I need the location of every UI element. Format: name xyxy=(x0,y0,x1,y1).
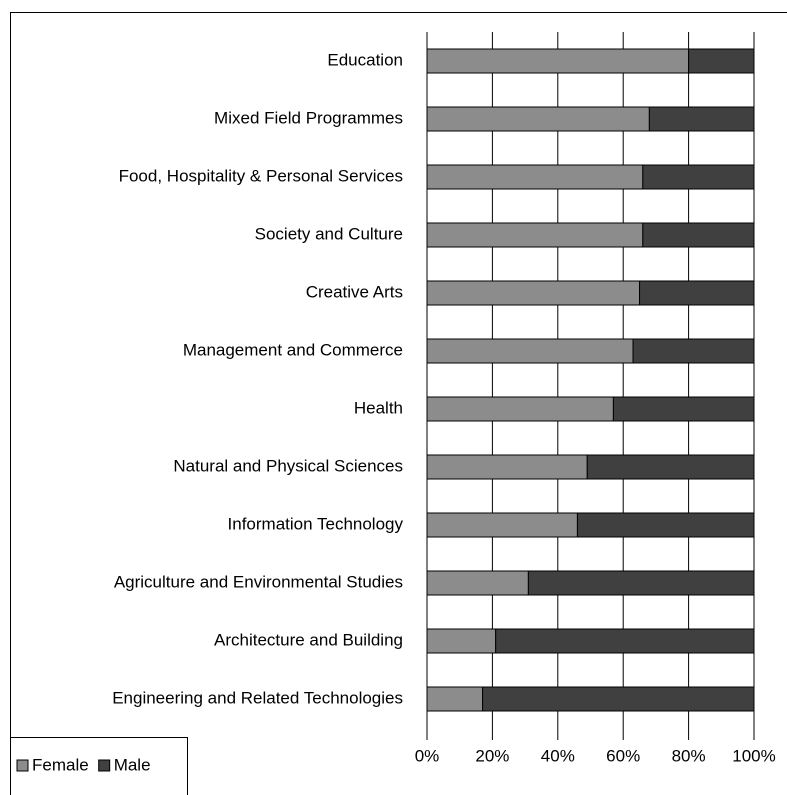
x-tick-label: 60% xyxy=(606,746,640,765)
bar-segment xyxy=(426,628,497,654)
bar-segment xyxy=(426,686,484,712)
legend-swatch xyxy=(16,759,29,772)
legend-label: Female xyxy=(32,755,89,774)
bar-segment xyxy=(426,280,641,306)
bar-segment xyxy=(426,48,690,74)
bar-segment xyxy=(642,164,755,190)
x-tick-label: 20% xyxy=(475,746,509,765)
y-tick-label: Agriculture and Environmental Studies xyxy=(114,572,403,591)
y-tick-label: Engineering and Related Technologies xyxy=(112,688,403,707)
y-tick-label: Mixed Field Programmes xyxy=(214,108,403,127)
bar-segment xyxy=(586,454,755,480)
bar-segment xyxy=(639,280,755,306)
y-tick-label: Architecture and Building xyxy=(214,630,403,649)
x-tick-label: 0% xyxy=(415,746,440,765)
bar-segment xyxy=(688,48,755,74)
bar-segment xyxy=(576,512,755,538)
legend-swatch xyxy=(98,759,111,772)
bar-segment xyxy=(426,164,644,190)
bar-segment xyxy=(612,396,755,422)
y-tick-label: Information Technology xyxy=(228,514,404,533)
bar-segment xyxy=(426,454,588,480)
y-tick-label: Food, Hospitality & Personal Services xyxy=(119,166,403,185)
bar-segment xyxy=(527,570,755,596)
y-tick-label: Education xyxy=(327,50,403,69)
legend-label: Male xyxy=(114,755,151,774)
bar-segment xyxy=(495,628,755,654)
bar-segment xyxy=(426,570,529,596)
x-tick-label: 100% xyxy=(732,746,775,765)
bar-segment xyxy=(426,396,614,422)
bar-segment xyxy=(426,222,644,248)
bar-segment xyxy=(648,106,755,132)
y-tick-label: Society and Culture xyxy=(255,224,403,243)
bar-segment xyxy=(632,338,755,364)
y-tick-label: Health xyxy=(354,398,403,417)
bar-segment xyxy=(482,686,755,712)
x-tick-label: 40% xyxy=(541,746,575,765)
bar-segment xyxy=(426,106,650,132)
x-tick-label: 80% xyxy=(672,746,706,765)
y-tick-label: Management and Commerce xyxy=(183,340,403,359)
chart-border xyxy=(10,12,787,795)
bar-segment xyxy=(426,512,578,538)
bar-segment xyxy=(426,338,634,364)
y-tick-label: Natural and Physical Sciences xyxy=(173,456,403,475)
bar-segment xyxy=(642,222,755,248)
y-tick-label: Creative Arts xyxy=(306,282,403,301)
